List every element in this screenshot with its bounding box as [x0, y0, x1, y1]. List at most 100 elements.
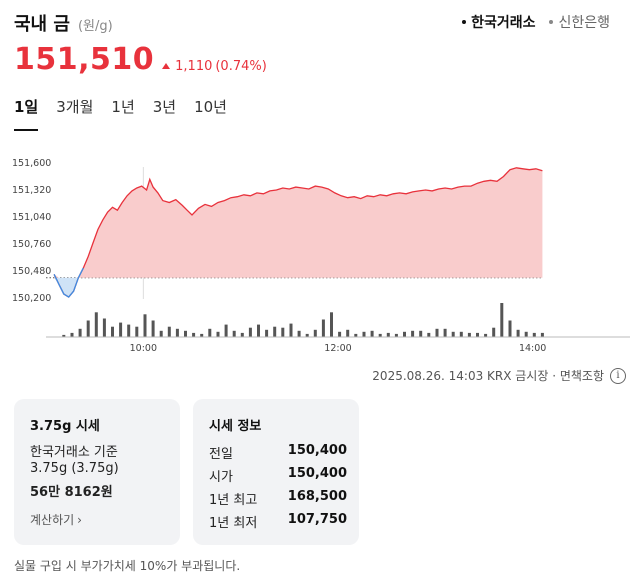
- volume-bar: [297, 330, 301, 337]
- volume-bar: [540, 332, 544, 337]
- price-area-down: [54, 277, 543, 297]
- volume-bar: [516, 329, 520, 337]
- x-tick-label: 12:00: [324, 343, 351, 354]
- volume-bar: [354, 333, 358, 337]
- volume-bar: [200, 333, 204, 337]
- volume-bar: [192, 332, 196, 337]
- y-tick-label: 151,320: [12, 185, 51, 196]
- volume-bar: [386, 332, 390, 337]
- volume-bar: [313, 329, 317, 337]
- volume-bar: [119, 322, 123, 337]
- price-row: 151,510 1,110 (0.74%): [14, 42, 267, 77]
- volume-bar: [265, 329, 269, 337]
- info-label: 시가: [209, 470, 233, 485]
- info-row: 1년 최저 107,750: [209, 512, 347, 531]
- volume-bar: [459, 331, 463, 337]
- volume-bar: [111, 326, 114, 337]
- y-tick-label: 150,760: [12, 239, 51, 250]
- bullet-icon: [549, 20, 554, 24]
- volume-bar: [330, 312, 333, 337]
- source-shinhan[interactable]: 신한은행: [549, 12, 610, 32]
- volume-bar: [167, 326, 171, 337]
- price-area-up: [54, 167, 543, 278]
- info-row: 1년 최고 168,500: [209, 489, 347, 508]
- source-selector: 한국거래소 신한은행: [462, 12, 610, 32]
- volume-bar: [78, 328, 82, 337]
- volume-bar: [257, 324, 260, 337]
- volume-bar: [370, 330, 374, 337]
- tab-3m[interactable]: 3개월: [56, 98, 94, 116]
- volume-bar: [524, 331, 528, 337]
- price-chart[interactable]: 151,600 151,320 151,040 150,760 150,480 150,2…: [0, 140, 640, 360]
- price-line-down: [53, 267, 84, 298]
- tab-1y[interactable]: 1년: [111, 98, 135, 116]
- bullet-icon: [462, 20, 467, 24]
- price-line: [53, 167, 543, 298]
- card-title: 3.75g 시세: [30, 419, 100, 434]
- info-value: 150,400: [287, 443, 347, 458]
- x-tick-label: 14:00: [519, 343, 546, 354]
- volume-bar: [94, 312, 98, 337]
- unit-label: (원/g): [77, 19, 113, 34]
- volume-bar: [86, 320, 90, 337]
- tab-1d[interactable]: 1일: [14, 96, 39, 131]
- calculate-label: 계산하기: [30, 513, 75, 527]
- price-info-card: 시세 정보 전일 150,400 시가 150,400 1년 최고 168,50…: [193, 399, 359, 545]
- volume-bar: [476, 332, 479, 337]
- current-price: 151,510: [14, 42, 155, 77]
- tab-10y[interactable]: 10년: [194, 98, 227, 116]
- info-icon[interactable]: i: [610, 367, 626, 384]
- source-label: 한국거래소: [471, 15, 536, 31]
- volume-bar: [70, 332, 74, 337]
- volume-bar: [467, 332, 471, 337]
- volume-bar: [62, 334, 66, 337]
- volume-bar: [411, 330, 415, 337]
- volume-bar: [532, 332, 536, 337]
- volume-bar: [419, 330, 423, 337]
- volume-bar: [232, 330, 236, 337]
- header: 국내 금 (원/g): [14, 10, 113, 36]
- source-label: 신한은행: [558, 15, 610, 31]
- x-tick-label: 10:00: [130, 343, 157, 354]
- volume-bar: [321, 319, 325, 337]
- change-amount: 1,110: [175, 58, 213, 74]
- info-value: 150,400: [287, 466, 347, 481]
- period-tabs: 1일 3개월 1년 3년 10년: [14, 96, 227, 131]
- footnote-text: 2025.08.26. 14:03 KRX 금시장 · 면책조항: [372, 369, 604, 383]
- info-row: 전일 150,400: [209, 443, 347, 462]
- volume-bar: [208, 328, 212, 337]
- y-tick-label: 150,200: [12, 293, 51, 304]
- info-value: 168,500: [287, 489, 347, 504]
- tab-3y[interactable]: 3년: [152, 98, 177, 116]
- info-label: 1년 최고: [209, 493, 258, 508]
- volume-bar: [127, 324, 131, 337]
- up-triangle-icon: [162, 63, 171, 69]
- volume-bar: [451, 331, 455, 337]
- calculate-button[interactable]: 계산하기 ›: [30, 511, 82, 528]
- change-percent: (0.74%): [215, 58, 267, 74]
- volume-bar: [427, 332, 431, 337]
- y-tick-label: 151,600: [12, 158, 51, 169]
- volume-bar: [484, 333, 488, 337]
- volume-bar: [273, 326, 277, 337]
- y-tick-label: 151,040: [12, 212, 51, 223]
- volume-bar: [338, 331, 342, 337]
- vat-notice: 실물 구입 시 부가가치세 10%가 부과됩니다.: [14, 559, 241, 573]
- volume-bar: [135, 326, 139, 337]
- weight-price-card: 3.75g 시세 한국거래소 기준 3.75g (3.75g) 56만 8162…: [14, 399, 180, 545]
- volume-bar: [508, 320, 512, 337]
- card-weight: 3.75g (3.75g): [30, 461, 119, 476]
- volume-bar: [378, 333, 382, 337]
- volume-bar: [216, 331, 220, 337]
- chevron-right-icon: ›: [77, 512, 82, 527]
- volume-bar: [159, 330, 163, 337]
- source-krx[interactable]: 한국거래소: [462, 12, 535, 32]
- card-value: 56만 8162원: [30, 485, 113, 500]
- volume-bar: [403, 331, 406, 337]
- volume-bar: [435, 328, 439, 337]
- volume-bar: [305, 333, 309, 337]
- y-tick-label: 150,480: [12, 266, 51, 277]
- card-basis: 한국거래소 기준: [30, 445, 118, 460]
- volume-bar: [362, 331, 366, 337]
- info-label: 전일: [209, 447, 233, 462]
